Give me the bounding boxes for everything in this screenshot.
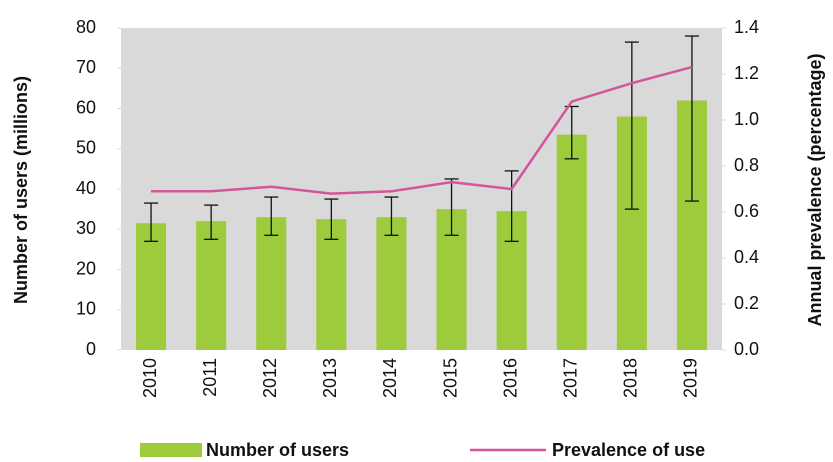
- x-tick-label: 2017: [561, 358, 581, 398]
- x-tick-label: 2016: [500, 358, 520, 398]
- y-tick-label: 0: [86, 339, 96, 359]
- y2-tick-label: 0.8: [734, 155, 759, 175]
- x-tick-label: 2012: [260, 358, 280, 398]
- bar: [556, 134, 587, 350]
- y2-tick-label: 1.2: [734, 63, 759, 83]
- x-tick-label: 2015: [440, 358, 460, 398]
- prevalence-line: [151, 65, 693, 195]
- x-tick-label: 2014: [380, 358, 400, 398]
- y-tick-label: 80: [76, 17, 96, 37]
- bar: [316, 219, 347, 350]
- y2-tick-label: 0.4: [734, 247, 759, 267]
- legend-swatch: [140, 443, 202, 457]
- x-tick-label: 2018: [621, 358, 641, 398]
- x-tick-label: 2010: [140, 358, 160, 398]
- bar: [256, 217, 287, 350]
- y2-tick-label: 0.6: [734, 201, 759, 221]
- bar: [376, 217, 407, 350]
- y2-tick-label: 0.2: [734, 293, 759, 313]
- y2-tick-label: 1.4: [734, 17, 759, 37]
- x-tick-label: 2011: [200, 358, 220, 397]
- legend-label: Number of users: [206, 440, 349, 460]
- legend-label: Prevalence of use: [552, 440, 705, 460]
- x-tick-label: 2013: [320, 358, 340, 398]
- y-tick-label: 70: [76, 57, 96, 77]
- y-tick-label: 10: [76, 299, 96, 319]
- bar: [196, 221, 227, 350]
- y2-tick-label: 0.0: [734, 339, 759, 359]
- x-tick-label: 2019: [681, 358, 701, 398]
- y-tick-label: 30: [76, 218, 96, 238]
- y-tick-label: 50: [76, 138, 96, 158]
- y-tick-label: 20: [76, 258, 96, 278]
- y2-tick-label: 1.0: [734, 109, 759, 129]
- y-tick-label: 60: [76, 97, 96, 117]
- bar: [136, 223, 167, 350]
- y-tick-label: 40: [76, 178, 96, 198]
- y-axis-label: Number of users (millions): [11, 76, 31, 304]
- y2-axis-label: Annual prevalence (percentage): [805, 53, 825, 326]
